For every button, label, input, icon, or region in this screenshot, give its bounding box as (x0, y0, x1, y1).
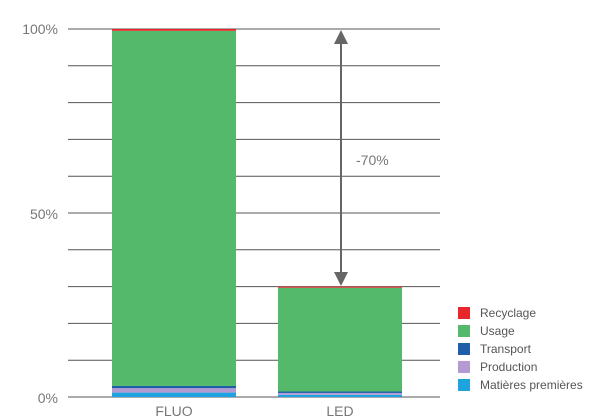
bar-segment-fluo-0 (112, 392, 236, 397)
bar-segment-led-0 (278, 394, 402, 397)
legend-swatch-3 (458, 361, 470, 373)
legend-swatch-2 (458, 343, 470, 355)
y-axis-ticks: 0% 50% 100% (22, 21, 58, 406)
category-label-led: LED (326, 403, 353, 419)
x-axis-categories: FLUO LED (155, 403, 353, 419)
legend-swatch-1 (458, 325, 470, 337)
bar-segment-fluo-3 (112, 30, 236, 386)
bar-segment-led-4 (278, 286, 402, 288)
legend-label-3: Production (480, 360, 537, 374)
category-label-fluo: FLUO (155, 403, 192, 419)
legend-label-1: Usage (480, 324, 515, 338)
bar-segment-led-2 (278, 391, 402, 393)
reduction-annotation: -70% (334, 30, 389, 286)
legend: Recyclage Usage Transport Production Matière… (458, 306, 583, 392)
legend-label-0: Recyclage (480, 306, 536, 320)
annotation-arrow-head-bottom (334, 272, 348, 286)
y-tick-label-50: 50% (30, 206, 58, 222)
legend-label-2: Transport (480, 342, 532, 356)
bar-segment-led-1 (278, 392, 402, 395)
legend-swatch-4 (458, 379, 470, 391)
bar-segment-led-3 (278, 287, 402, 392)
bar-segment-fluo-1 (112, 388, 236, 393)
bar-segment-fluo-4 (112, 29, 236, 31)
bar-segment-fluo-2 (112, 385, 236, 389)
bars (112, 29, 402, 397)
y-tick-label-0: 0% (38, 390, 58, 406)
y-tick-label-100: 100% (22, 21, 58, 37)
legend-label-4: Matières premières (480, 378, 583, 392)
legend-swatch-0 (458, 307, 470, 319)
annotation-arrow-head-top (334, 30, 348, 44)
annotation-label: -70% (356, 152, 389, 168)
